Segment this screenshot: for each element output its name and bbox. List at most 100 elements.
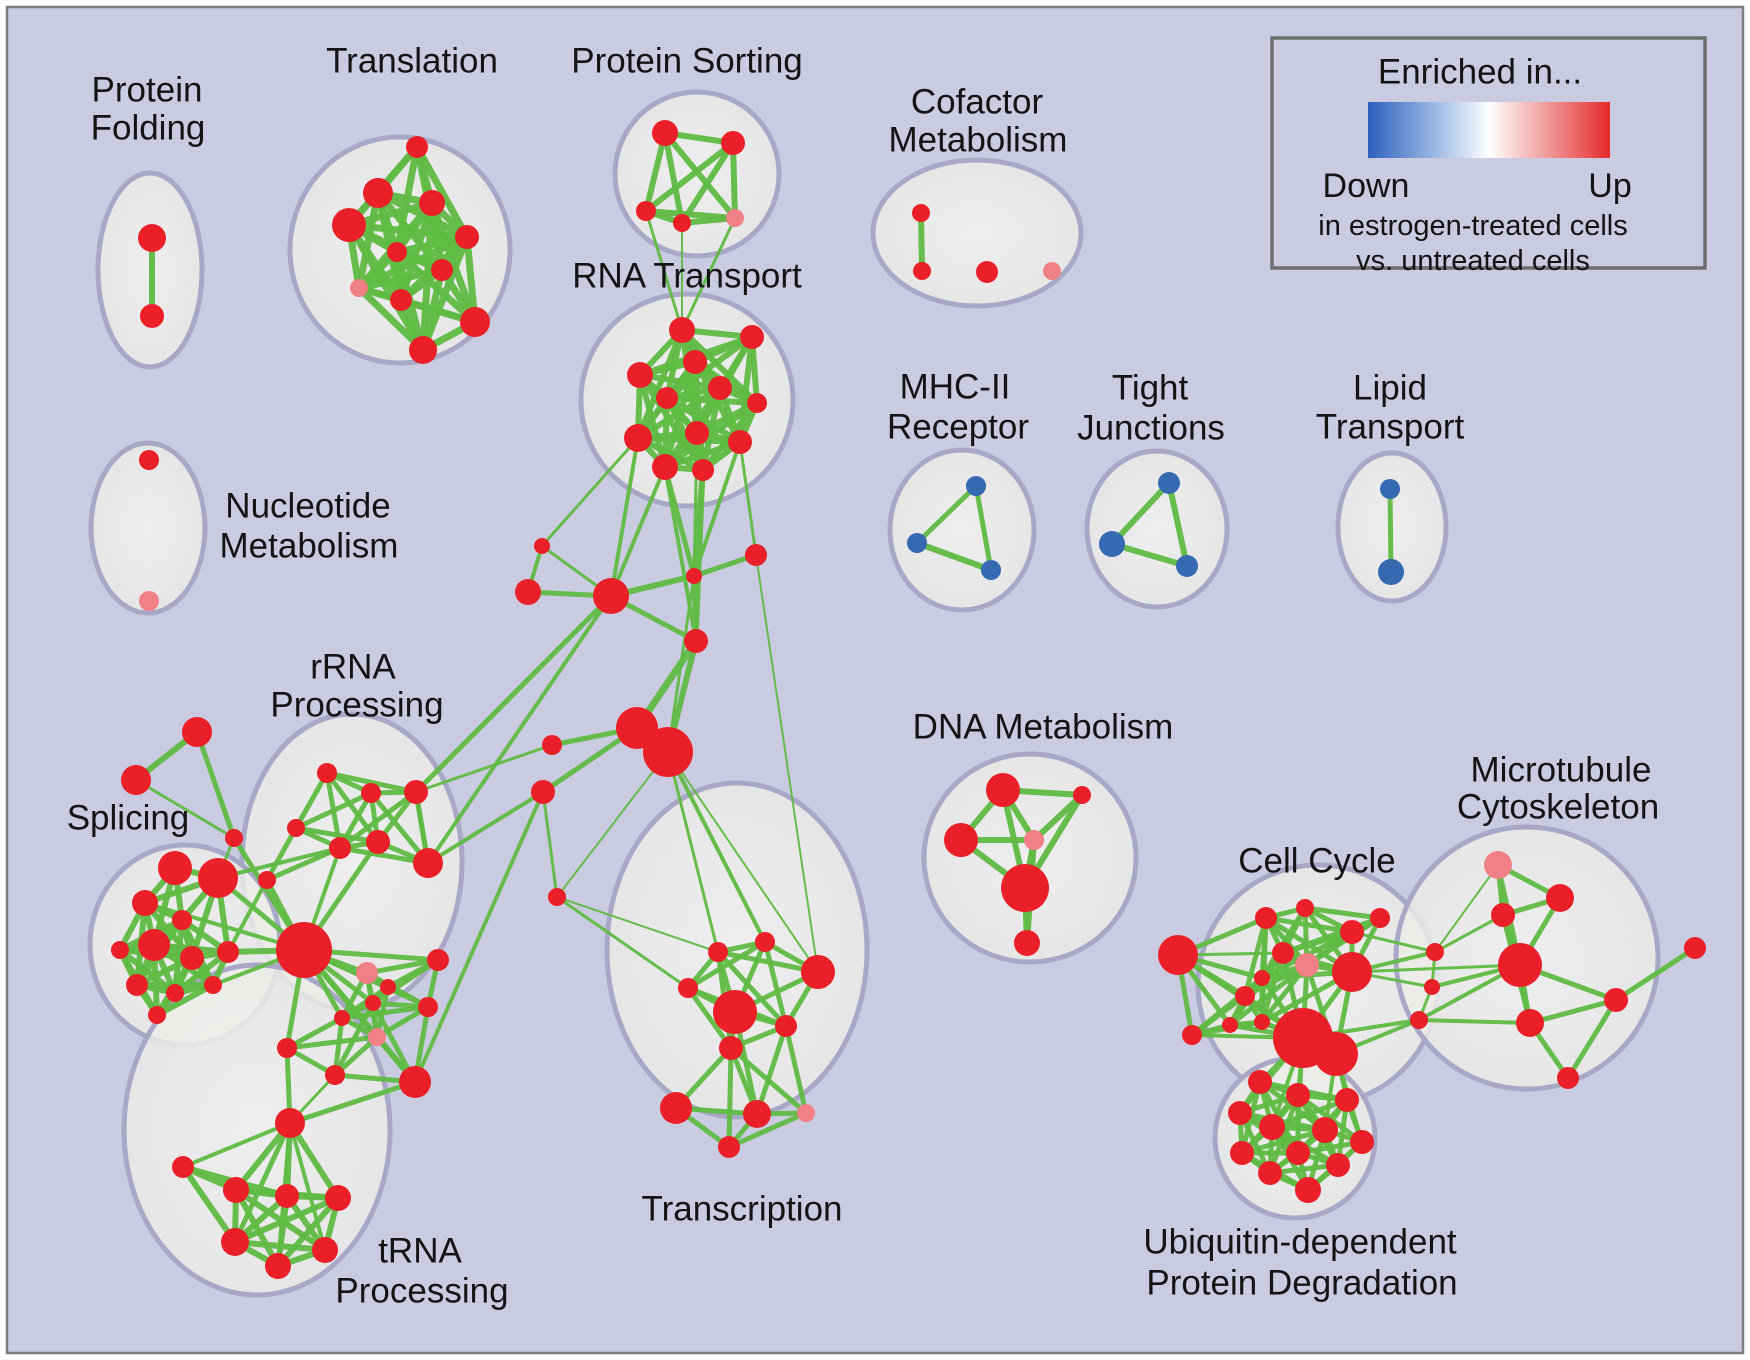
gene-set-node	[801, 955, 835, 989]
gene-set-node	[531, 780, 555, 804]
gene-set-node	[406, 136, 428, 158]
gene-set-node	[1350, 1130, 1374, 1154]
edge	[726, 1045, 734, 1150]
edge	[609, 436, 640, 598]
gene-set-node	[413, 848, 443, 878]
edge	[1263, 915, 1355, 935]
edge	[117, 947, 178, 996]
gene-set-node	[652, 120, 678, 146]
gene-set-node	[361, 783, 381, 803]
edge	[662, 130, 685, 226]
legend-down-label: Down	[1323, 167, 1410, 205]
gene-set-node	[368, 1028, 386, 1046]
gene-set-node	[350, 279, 368, 297]
gene-set-node	[325, 1185, 351, 1211]
cluster-label-lt: Lipid	[1353, 369, 1427, 408]
gene-set-node	[1335, 1088, 1359, 1112]
gene-set-node	[166, 984, 184, 1002]
gene-set-node	[686, 568, 702, 584]
gene-set-node	[745, 544, 767, 566]
cluster-label-cf: Metabolism	[889, 121, 1068, 160]
cluster-label-tj: Junctions	[1077, 409, 1225, 448]
edge	[1434, 864, 1499, 953]
gene-set-node	[1073, 786, 1091, 804]
gene-set-node	[1254, 1014, 1270, 1030]
gene-set-node	[111, 941, 129, 959]
edge	[918, 210, 925, 274]
cluster-label-dm: DNA Metabolism	[913, 708, 1174, 747]
gene-set-node	[627, 362, 653, 388]
gene-set-node	[1684, 937, 1706, 959]
gene-set-node	[217, 941, 239, 963]
edge	[783, 1023, 809, 1116]
edge	[414, 743, 554, 794]
edge	[426, 790, 545, 865]
gene-set-node	[1296, 899, 1314, 917]
edge	[293, 770, 330, 831]
cluster-label-tx: Transcription	[642, 1190, 843, 1229]
gene-set-node	[132, 890, 158, 916]
edge	[644, 209, 684, 332]
edge	[685, 985, 734, 1051]
edge	[1433, 913, 1505, 954]
edge	[609, 465, 667, 598]
gene-set-node	[1272, 942, 1294, 964]
gene-set-node	[460, 307, 490, 337]
cluster-nm-boundary	[88, 440, 208, 616]
gene-set-node	[643, 727, 693, 777]
cluster-label-ps: Protein Sorting	[571, 42, 803, 81]
edge	[1166, 480, 1190, 569]
gene-set-node	[1332, 952, 1372, 992]
cluster-label-mt: Cytoskeleton	[1457, 788, 1659, 827]
gene-set-node	[172, 910, 192, 930]
gene-set-node	[366, 830, 390, 854]
gene-set-node	[981, 560, 1001, 580]
gene-set-node	[678, 978, 698, 998]
cluster-label-tn: Processing	[335, 1272, 508, 1311]
gene-set-node	[1286, 1141, 1310, 1165]
gene-set-node	[1176, 555, 1198, 577]
gene-set-node	[390, 289, 412, 311]
gene-set-node	[265, 1253, 291, 1279]
cluster-label-pf: Protein	[92, 71, 203, 110]
gene-set-node	[1228, 1101, 1252, 1125]
edge	[1189, 993, 1248, 1038]
edge	[293, 790, 374, 831]
gene-set-node	[223, 1177, 249, 1203]
gene-set-node	[1491, 903, 1515, 927]
gene-set-node	[455, 225, 479, 249]
gene-set-node	[721, 131, 745, 155]
edge	[693, 467, 706, 644]
edge	[1613, 945, 1698, 1003]
gene-set-node	[158, 851, 192, 885]
cluster-label-tr: Translation	[326, 42, 498, 81]
edge	[284, 1034, 380, 1051]
edge	[738, 440, 758, 557]
gene-set-node	[1546, 884, 1574, 912]
gene-set-node	[534, 538, 550, 554]
edge	[355, 189, 382, 292]
gene-set-node	[728, 430, 752, 454]
gene-set-node	[1340, 920, 1364, 944]
cluster-label-nm: Nucleotide	[225, 487, 390, 526]
gene-set-node	[1498, 943, 1542, 987]
edge	[339, 1004, 431, 1021]
edge	[762, 939, 789, 1029]
gene-set-node	[1259, 1114, 1285, 1140]
cluster-tj-boundary	[1084, 448, 1230, 610]
gene-set-node	[172, 1156, 194, 1178]
cluster-label-mh: MHC-II	[900, 368, 1011, 407]
gene-set-node	[387, 242, 407, 262]
gene-set-node	[204, 976, 222, 994]
gene-set-node	[1001, 864, 1049, 912]
gene-set-node	[1370, 908, 1390, 928]
edge	[755, 554, 819, 973]
edge	[232, 1239, 328, 1253]
gene-set-node	[365, 995, 381, 1011]
gene-set-node	[1014, 930, 1040, 956]
gene-set-node	[966, 476, 986, 496]
gene-set-node	[1158, 472, 1180, 494]
gene-set-node	[1557, 1067, 1579, 1089]
gene-set-node	[718, 1136, 740, 1158]
edge	[666, 750, 767, 944]
